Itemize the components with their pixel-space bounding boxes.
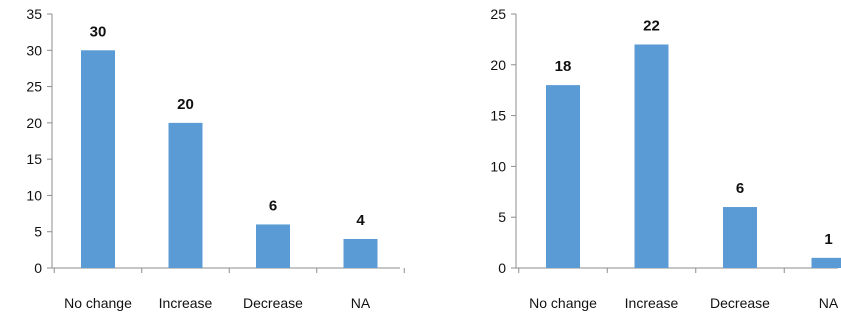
chart-right: 0 5 10 15 20 25 18 No change 22 Increase 6 Decrease… bbox=[490, 6, 841, 311]
y-tick-label: 0 bbox=[498, 260, 506, 276]
data-label: 4 bbox=[356, 212, 365, 229]
bar bbox=[256, 224, 290, 268]
category-label: No change bbox=[64, 295, 132, 311]
chart-left: 0 5 10 15 20 25 30 35 30 No change 20 Increase 6 Decr… bbox=[26, 6, 405, 311]
y-tick-label: 0 bbox=[34, 260, 42, 276]
data-label: 1 bbox=[824, 231, 832, 248]
category-label: No change bbox=[529, 295, 597, 311]
y-tick-label: 25 bbox=[26, 79, 42, 95]
y-tick-label: 15 bbox=[26, 151, 42, 167]
data-label: 18 bbox=[555, 58, 572, 75]
y-tick-label: 10 bbox=[490, 158, 506, 174]
category-label: NA bbox=[351, 295, 371, 311]
y-tick-label: 25 bbox=[490, 6, 506, 22]
bar bbox=[343, 238, 378, 268]
bar bbox=[811, 257, 841, 268]
category-label: NA bbox=[819, 295, 839, 311]
category-label: Decrease bbox=[243, 295, 303, 311]
data-label: 6 bbox=[736, 180, 744, 197]
data-label: 6 bbox=[269, 197, 277, 214]
bar bbox=[634, 44, 669, 269]
data-label: 22 bbox=[643, 17, 660, 34]
category-label: Increase bbox=[159, 295, 213, 311]
bar bbox=[81, 50, 115, 269]
category-label: Increase bbox=[625, 295, 679, 311]
bar bbox=[723, 207, 757, 268]
bar bbox=[168, 122, 203, 268]
category-label: Decrease bbox=[710, 295, 770, 311]
bar bbox=[546, 85, 580, 269]
y-tick-label: 20 bbox=[26, 115, 42, 131]
data-label: 20 bbox=[177, 96, 194, 113]
y-tick-label: 20 bbox=[490, 57, 506, 73]
y-tick-label: 35 bbox=[26, 6, 42, 22]
y-tick-label: 10 bbox=[26, 187, 42, 203]
y-tick-label: 5 bbox=[498, 209, 506, 225]
data-label: 30 bbox=[90, 23, 107, 40]
y-tick-label: 15 bbox=[490, 108, 506, 124]
y-tick-label: 5 bbox=[34, 224, 42, 240]
y-tick-label: 30 bbox=[26, 42, 42, 58]
